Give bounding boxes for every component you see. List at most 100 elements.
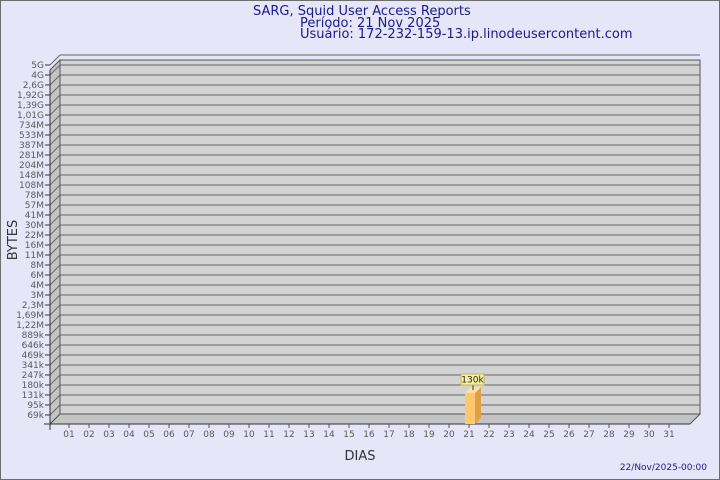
x-tick-label: 07 [183, 430, 194, 440]
y-tick-label: 734M [19, 121, 44, 131]
y-tick-label: 2,6G [23, 81, 44, 91]
x-tick-label: 26 [563, 430, 575, 440]
gridline-side [49, 174, 61, 186]
gridline-side [49, 84, 61, 96]
gridline-side [49, 294, 61, 306]
x-tick-label: 08 [203, 430, 215, 440]
y-tick-label: 281M [19, 151, 44, 161]
gridline-side [49, 194, 61, 206]
gridline-side [49, 314, 61, 326]
x-tick-label: 02 [83, 430, 94, 440]
gridline-side [49, 144, 61, 156]
gridline-side [49, 364, 61, 376]
gridline-side [49, 334, 61, 346]
x-tick-label: 30 [643, 430, 655, 440]
x-tick-label: 04 [123, 430, 135, 440]
y-tick-label: 341k [22, 361, 45, 371]
y-tick-label: 1,39G [17, 101, 44, 111]
x-tick-label: 23 [503, 430, 514, 440]
gridline-side [49, 164, 61, 176]
x-axis-label: DIAS [345, 449, 376, 464]
gridline-side [49, 204, 61, 216]
gridline-side [49, 154, 61, 166]
y-tick-label: 57M [25, 201, 44, 211]
x-tick-label: 10 [243, 430, 255, 440]
y-tick-label: 4M [31, 281, 45, 291]
x-tick-label: 27 [583, 430, 594, 440]
gridline-side [49, 224, 61, 236]
y-tick-label: 204M [19, 161, 44, 171]
chart-period: Período: 21 Nov 2025 [300, 16, 440, 31]
x-tick-label: 03 [103, 430, 114, 440]
gridline-side [49, 394, 61, 406]
gridline-side [49, 114, 61, 126]
gridline-side [49, 274, 61, 286]
plot-back-wall [59, 59, 701, 415]
gridline-side [49, 304, 61, 316]
y-tick-label: 387M [19, 141, 44, 151]
y-tick-label: 469k [22, 351, 45, 361]
gridline-side [49, 214, 61, 226]
y-tick-label: 3M [31, 291, 45, 301]
y-tick-label: 6M [31, 271, 45, 281]
x-tick-label: 19 [423, 430, 435, 440]
y-tick-label: 247k [22, 371, 45, 381]
x-tick-label: 29 [623, 430, 635, 440]
x-tick-label: 14 [323, 430, 335, 440]
gridline-side [49, 124, 61, 136]
y-tick-label: 180k [22, 381, 45, 391]
y-tick-label: 1,01G [17, 111, 44, 121]
y-tick-label: 131k [22, 391, 45, 401]
x-tick-label: 18 [403, 430, 415, 440]
gridline-side [49, 324, 61, 336]
bar-value-label: 130k [461, 376, 484, 386]
x-tick-label: 13 [303, 430, 314, 440]
x-tick-label: 22 [483, 430, 494, 440]
x-tick-label: 06 [163, 430, 175, 440]
gridline-side [49, 374, 61, 386]
x-tick-label: 25 [543, 430, 554, 440]
footer-timestamp: 22/Nov/2025-00:00 [620, 463, 707, 473]
y-tick-label: 69k [27, 411, 44, 421]
x-tick-label: 20 [443, 430, 455, 440]
y-tick-label: 889k [22, 331, 45, 341]
y-tick-label: 2,3M [22, 301, 44, 311]
bar-day-21 [465, 393, 475, 424]
gridline-side [49, 384, 61, 396]
y-axis-label: BYTES [6, 220, 21, 261]
bar-label-box [460, 373, 485, 386]
gridline-side [49, 184, 61, 196]
chart-title: SARG, Squid User Access Reports [253, 4, 471, 19]
y-tick-label: 646k [22, 341, 45, 351]
y-tick-label: 5G [31, 61, 44, 71]
gridline-side [49, 94, 61, 106]
y-tick-label: 30M [25, 221, 44, 231]
gridline-side [49, 234, 61, 246]
y-tick-label: 8M [31, 261, 45, 271]
gridline-side [49, 254, 61, 266]
x-tick-label: 17 [383, 430, 394, 440]
x-tick-label: 09 [223, 430, 235, 440]
y-tick-label: 11M [25, 251, 44, 261]
bar-side [475, 387, 481, 424]
gridline-side [49, 404, 61, 416]
y-tick-label: 108M [19, 181, 44, 191]
x-tick-label: 05 [143, 430, 154, 440]
y-tick-label: 16M [25, 241, 44, 251]
x-tick-label: 11 [263, 430, 274, 440]
gridline-side [49, 104, 61, 116]
gridline-side [49, 244, 61, 256]
gridline-side [49, 264, 61, 276]
gridline-side [49, 64, 61, 76]
plot-floor [48, 413, 702, 425]
gridline-side [49, 74, 61, 86]
x-tick-label: 24 [523, 430, 535, 440]
y-tick-label: 78M [25, 191, 44, 201]
x-tick-label: 01 [63, 430, 74, 440]
y-tick-label: 4G [31, 71, 44, 81]
y-tick-label: 41M [25, 211, 44, 221]
y-tick-label: 22M [25, 231, 44, 241]
y-tick-label: 148M [19, 171, 44, 181]
gridline-side [49, 54, 61, 66]
y-tick-label: 1,92G [17, 91, 44, 101]
